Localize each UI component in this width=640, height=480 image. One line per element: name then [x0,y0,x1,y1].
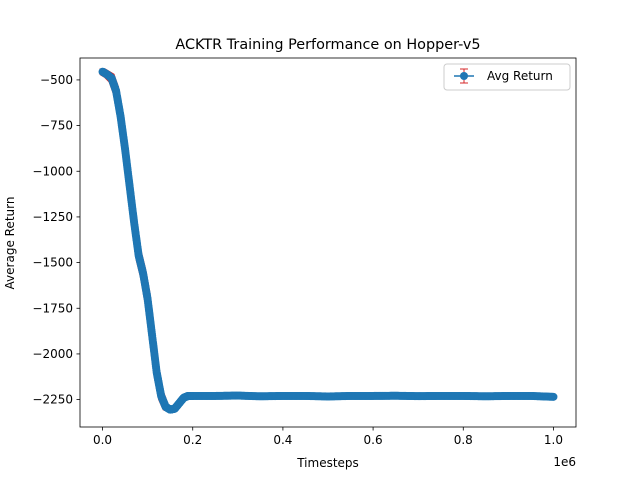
y-tick-label: −500 [40,73,73,87]
chart-title: ACKTR Training Performance on Hopper-v5 [175,37,480,53]
legend: Avg Return [443,63,571,91]
y-axis-label: Average Return [3,197,17,290]
x-offset-label: 1e6 [553,455,576,469]
legend-marker-swatch [460,72,468,80]
x-tick-label: 0.2 [183,433,202,447]
axes: 0.0 0.2 0.4 0.6 0.8 1.0 −500 −750 −1000 −1250 −150… [32,57,577,447]
x-tick-label: 0.4 [273,433,292,447]
y-tick-label: −1750 [32,301,73,315]
y-tick-label: −2000 [32,347,73,361]
axes-frame [79,57,577,428]
x-tick-label: 0.6 [364,433,383,447]
x-tick-label: 0.0 [93,433,112,447]
y-tick-label: −750 [40,119,73,133]
y-tick-label: −2250 [32,393,73,407]
y-tick-label: −1250 [32,210,73,224]
x-tick-label: 0.8 [454,433,473,447]
y-tick-label: −1000 [32,164,73,178]
x-tick-label: 1.0 [544,433,563,447]
data-point [549,392,558,401]
y-tick-label: −1500 [32,256,73,270]
series-markers [98,67,558,414]
legend-label-avg-return: Avg Return [487,69,553,83]
x-axis-label: Timesteps [296,456,359,470]
legend-frame [443,63,571,91]
plot-area [98,67,558,414]
